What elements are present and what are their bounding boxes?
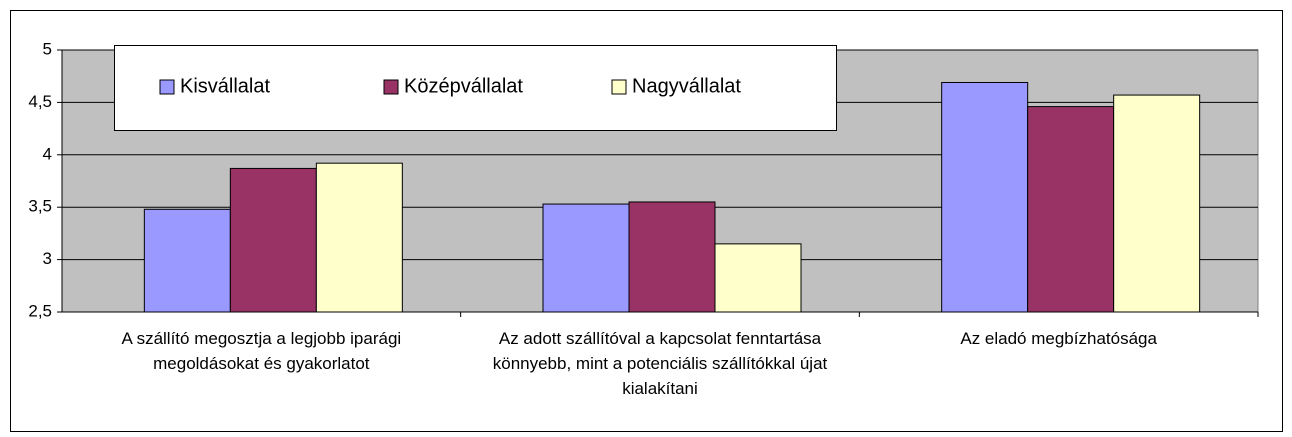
- x-tick-label: Az eladó megbízhatósága: [960, 329, 1157, 348]
- legend-label: Nagyvállalat: [632, 75, 741, 97]
- legend-swatch: [383, 79, 399, 95]
- y-tick-label: 3,5: [28, 197, 52, 216]
- bar: [941, 81, 1029, 313]
- y-tick-label: 4: [43, 144, 52, 163]
- bar: [229, 167, 317, 313]
- x-tick-label: Az adott szállítóval a kapcsolat fenntar…: [492, 329, 828, 398]
- legend-swatch: [611, 79, 627, 95]
- legend-label: Kisvállalat: [180, 75, 270, 97]
- bar: [143, 208, 231, 313]
- y-tick-label: 5: [43, 39, 52, 58]
- x-tick-label: A szállító megosztja a legjobb iparági m…: [121, 329, 402, 373]
- bar: [628, 201, 716, 313]
- y-tick-label: 4,5: [28, 92, 52, 111]
- legend: [114, 45, 837, 131]
- bar: [714, 243, 802, 313]
- y-tick-label: 3: [43, 249, 52, 268]
- y-tick-label: 2,5: [28, 301, 52, 320]
- bar: [542, 203, 630, 313]
- bar: [1113, 94, 1201, 313]
- legend-label: Középvállalat: [404, 75, 523, 97]
- legend-swatch: [159, 79, 175, 95]
- bar: [1027, 106, 1115, 313]
- bar: [315, 162, 403, 313]
